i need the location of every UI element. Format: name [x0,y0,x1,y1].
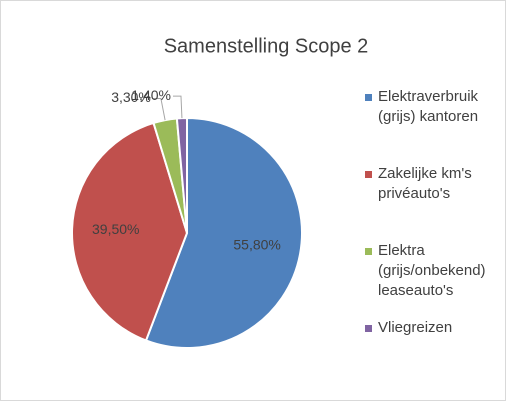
legend-label: Elektraverbruik (grijs) kantoren [378,88,479,125]
legend-swatch [365,325,372,332]
legend-item: Elektra (grijs/onbekend) leaseauto's [365,241,501,301]
legend-label: Elektra (grijs/onbekend) leaseauto's [378,242,486,299]
legend-label: Vliegreizen [378,319,453,336]
chart-title: Samenstelling Scope 2 [164,35,369,57]
pie-slice [144,116,303,349]
pie-slice [71,121,189,342]
legend-swatch [365,94,372,101]
leader-line [152,98,166,121]
data-label: 55,80% [233,237,280,253]
legend-label: Zakelijke km's privéauto's [378,165,472,202]
data-label: 39,50% [92,221,139,237]
pie-slice [175,116,188,234]
legend-swatch [365,248,372,255]
legend-item: Vliegreizen [365,318,501,338]
data-label: 3,30% [111,89,151,105]
legend-item: Elektraverbruik (grijs) kantoren [365,87,501,127]
legend-swatch [365,171,372,178]
legend-item: Zakelijke km's privéauto's [365,164,501,204]
leader-line [172,95,183,119]
data-label: 1,40% [131,87,171,103]
